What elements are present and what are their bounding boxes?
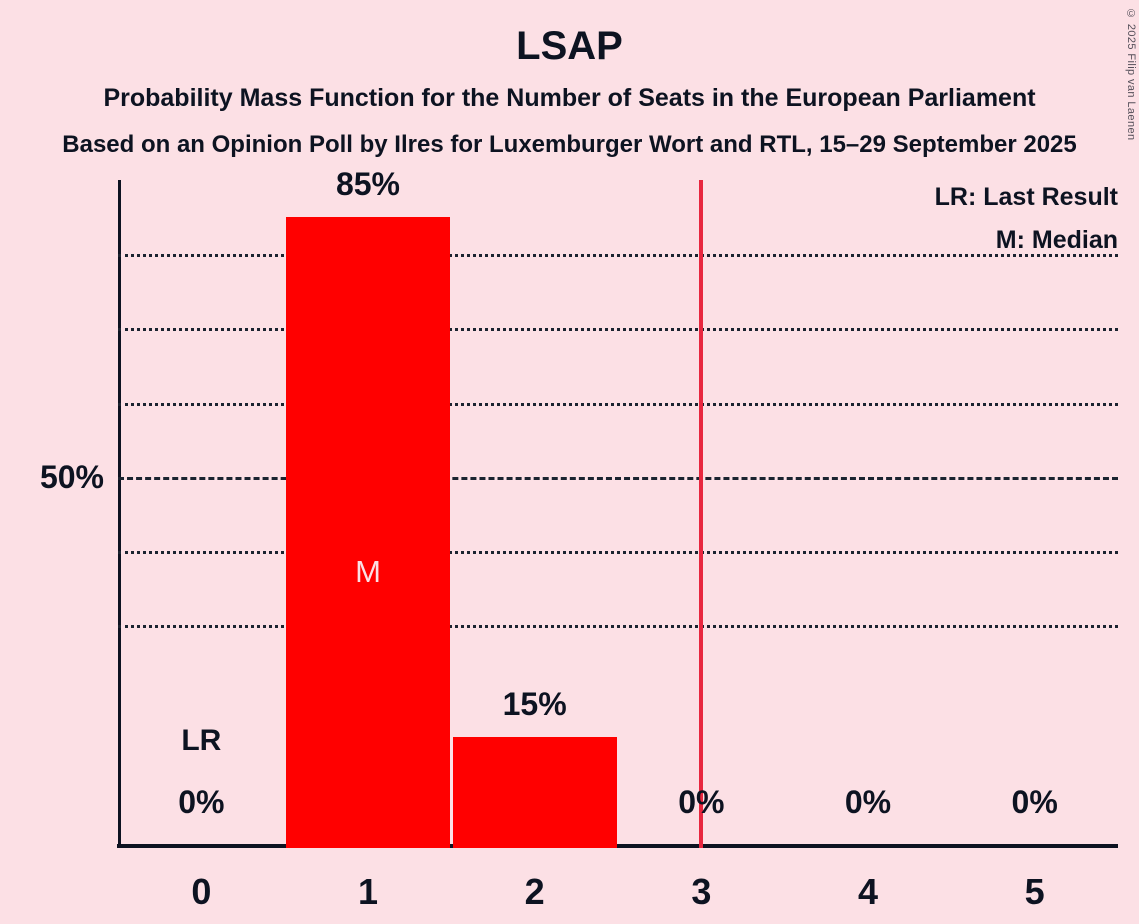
legend-entry-last-result: LR: Last Result — [934, 183, 1118, 211]
last-result-line — [699, 180, 704, 848]
gridline — [118, 328, 1118, 332]
x-axis-line — [117, 844, 1118, 848]
x-axis-tick-label: 1 — [357, 871, 378, 912]
median-marker-label: M — [355, 553, 381, 589]
chart-source-note: Based on an Opinion Poll by Ilres for Lu… — [62, 131, 1077, 158]
gridline — [118, 402, 1118, 406]
title-block: LSAP Probability Mass Function for the N… — [0, 0, 1139, 157]
chart-legend: LR: Last Result M: Median — [935, 185, 1118, 271]
bar — [452, 736, 617, 848]
gridline — [118, 625, 1118, 629]
gridline — [118, 551, 1118, 555]
bar-value-label: 0% — [1011, 784, 1058, 820]
page-title: LSAP — [516, 24, 623, 68]
plot-area: M 0% 85% 15% 0% 0% 0% LR — [117, 168, 1118, 848]
x-axis-tick-label: 0 — [191, 871, 212, 912]
bar-value-label: 0% — [678, 784, 725, 820]
copyright-notice: © 2025 Filip van Laenen — [1125, 8, 1137, 141]
bar-value-label: 85% — [335, 166, 400, 203]
major-gridline — [118, 476, 1118, 480]
y-axis-line — [118, 180, 121, 848]
bar-value-label: 0% — [178, 784, 225, 820]
gridline — [118, 254, 1118, 258]
bar: M — [285, 217, 451, 848]
x-axis-tick-label: 2 — [524, 871, 545, 912]
x-axis-tick-label: 5 — [1024, 871, 1045, 912]
last-result-marker-label: LR — [181, 724, 222, 757]
x-axis-tick-label: 4 — [857, 871, 878, 912]
x-axis-tick-label: 3 — [691, 871, 712, 912]
bar-value-label: 15% — [502, 685, 567, 722]
chart-subtitle: Probability Mass Function for the Number… — [103, 84, 1036, 112]
legend-entry-median: M: Median — [995, 226, 1118, 254]
y-axis-tick-label: 50% — [39, 458, 104, 495]
bar-value-label: 0% — [844, 784, 892, 820]
